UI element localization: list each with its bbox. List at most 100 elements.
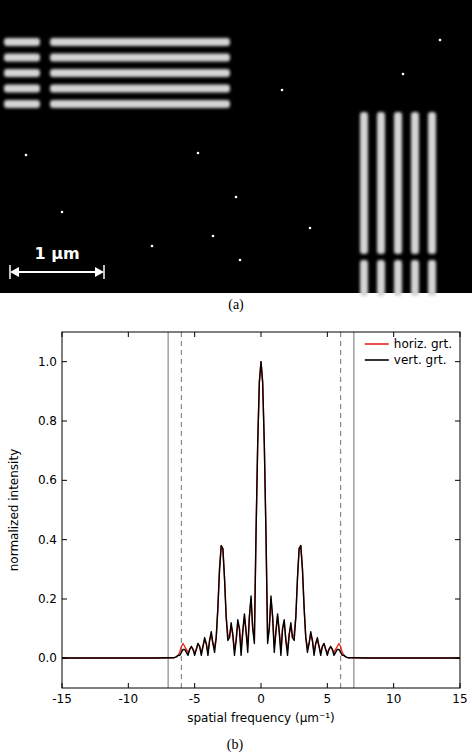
vertical-grating-bar-short — [428, 260, 436, 296]
vertical-grating-bar-long — [428, 112, 436, 254]
series-line — [62, 362, 460, 658]
x-tick — [128, 683, 129, 688]
y-tick — [62, 480, 67, 481]
x-tick — [460, 683, 461, 688]
x-tick-label: -10 — [119, 692, 139, 706]
y-tick-label: 0.4 — [38, 533, 57, 547]
speck — [439, 39, 442, 42]
legend: horiz. grt. vert. grt. — [365, 337, 452, 367]
x-tick — [194, 683, 195, 688]
x-tick-label: -15 — [52, 692, 72, 706]
vertical-grating-bar-long — [411, 112, 419, 254]
vertical-grating-bar-long — [360, 112, 368, 254]
x-tick-top — [128, 332, 129, 337]
y-tick-label: 0.8 — [38, 414, 57, 428]
panel-label: (b) — [227, 737, 244, 753]
y-tick-right — [455, 539, 460, 540]
horizontal-grating-bar-long — [50, 38, 230, 46]
scale-bar-end — [9, 265, 11, 279]
legend-label: horiz. grt. — [394, 337, 452, 351]
y-tick-label: 0.6 — [38, 473, 57, 487]
speck — [212, 235, 215, 238]
horizontal-grating-bar-long — [50, 85, 230, 93]
x-tick-label: -5 — [189, 692, 201, 706]
x-tick-label: 0 — [257, 692, 265, 706]
x-tick-label: 10 — [386, 692, 401, 706]
y-tick — [62, 658, 67, 659]
series-line — [62, 362, 460, 658]
reference-line — [340, 332, 341, 688]
y-tick-right — [455, 480, 460, 481]
x-tick-top — [460, 332, 461, 337]
horizontal-grating-bar-short — [4, 54, 40, 62]
y-tick — [62, 361, 67, 362]
x-tick — [62, 683, 63, 688]
reference-line — [353, 332, 354, 688]
scale-bar-end — [103, 265, 105, 279]
plot-frame — [62, 332, 460, 688]
x-tick — [393, 683, 394, 688]
x-tick-label: 5 — [324, 692, 332, 706]
y-tick-right — [455, 658, 460, 659]
vertical-grating-bar-short — [394, 260, 402, 296]
panel-label: (a) — [228, 297, 244, 313]
speck — [61, 211, 64, 214]
vertical-grating-bar-long — [394, 112, 402, 254]
horizontal-grating-bar-long — [50, 69, 230, 77]
speck — [197, 152, 200, 155]
horizontal-grating-bar-long — [50, 54, 230, 62]
legend-label: vert. grt. — [394, 353, 447, 367]
x-tick — [261, 683, 262, 688]
panel-b: -15 -10 -5 0 5 10 15 0.0 0.2 0.4 0.6 0.8 1.0 spatial … — [7, 332, 468, 725]
y-tick-label: 0.0 — [38, 651, 57, 665]
reference-line — [181, 332, 182, 688]
x-tick-top — [194, 332, 195, 337]
figure-svg: 1 μm (a) -15 -10 -5 0 5 10 15 0.0 0.2 0.4 0.6 0.8 1.0 s… — [0, 0, 472, 755]
y-tick — [62, 421, 67, 422]
y-axis-title: normalized intensity — [7, 449, 21, 572]
speck — [25, 154, 28, 157]
speck — [235, 196, 238, 199]
x-tick-label: 15 — [452, 692, 467, 706]
x-tick-top — [261, 332, 262, 337]
series-group — [62, 362, 460, 658]
vertical-grating-bar-short — [377, 260, 385, 296]
vertical-grating-bar-short — [411, 260, 419, 296]
scale-bar-line — [14, 271, 100, 273]
legend-swatch — [365, 359, 389, 361]
figure: 1 μm (a) -15 -10 -5 0 5 10 15 0.0 0.2 0.4 0.6 0.8 1.0 s… — [0, 0, 472, 755]
panel-a: 1 μm — [0, 0, 472, 296]
speck — [151, 245, 154, 248]
horizontal-grating-bar-long — [50, 100, 230, 108]
y-tick-label: 1.0 — [38, 355, 57, 369]
vertical-grating-bar-short — [360, 260, 368, 296]
reference-line — [168, 332, 169, 688]
scale-bar-label: 1 μm — [34, 244, 79, 263]
speck — [239, 259, 242, 262]
scale-bar-arrow-left — [10, 267, 19, 277]
y-tick-right — [455, 361, 460, 362]
horizontal-grating-bar-short — [4, 38, 40, 46]
scale-bar-arrow-right — [95, 267, 104, 277]
y-tick-right — [455, 421, 460, 422]
y-tick — [62, 599, 67, 600]
speck — [309, 227, 312, 230]
horizontal-grating-bar-short — [4, 100, 40, 108]
scale-bar: 1 μm — [10, 244, 104, 279]
legend-swatch — [365, 343, 389, 345]
speck — [281, 89, 284, 92]
y-tick-label: 0.2 — [38, 592, 57, 606]
reference-lines — [168, 332, 354, 688]
x-tick-top — [62, 332, 63, 337]
x-tick-top — [327, 332, 328, 337]
speck — [402, 73, 405, 76]
horizontal-grating-bar-short — [4, 69, 40, 77]
y-tick-right — [455, 599, 460, 600]
vertical-grating-bar-long — [377, 112, 385, 254]
gratings — [4, 38, 436, 296]
x-axis-title: spatial frequency (μm⁻¹) — [187, 711, 335, 725]
micrograph-background — [0, 0, 472, 293]
horizontal-grating-bar-short — [4, 85, 40, 93]
y-tick — [62, 539, 67, 540]
x-tick — [327, 683, 328, 688]
